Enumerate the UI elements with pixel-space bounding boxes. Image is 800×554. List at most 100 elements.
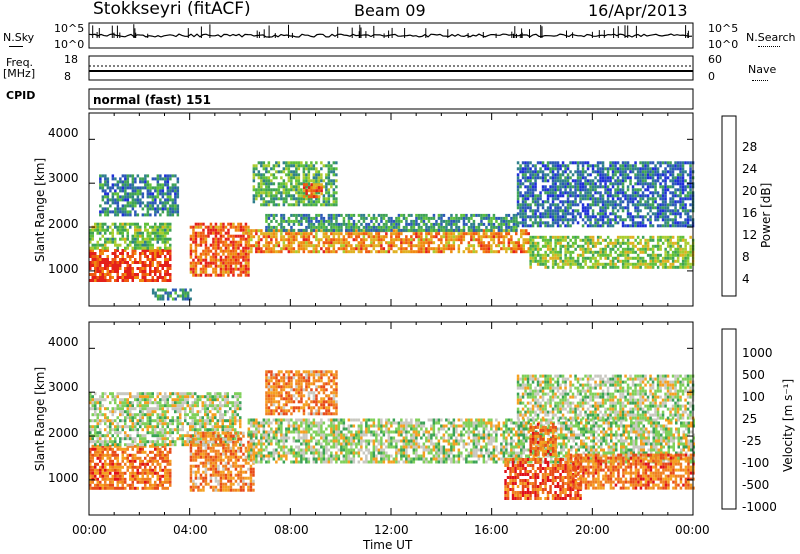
power-panel-cell: [169, 210, 172, 214]
power-panel-cell: [536, 253, 540, 257]
power-panel-cell: [584, 161, 587, 165]
power-panel-cell: [154, 201, 157, 205]
power-panel-cell: [121, 237, 124, 241]
velocity-panel-cell: [94, 462, 97, 466]
power-panel-cell: [126, 243, 129, 247]
power-panel-cell: [656, 167, 660, 171]
velocity-panel-cell: [106, 443, 109, 447]
velocity-panel-cell: [96, 444, 99, 448]
velocity-panel-cell: [121, 486, 124, 490]
power-panel-cell: [629, 170, 632, 174]
power-panel-cell: [519, 164, 522, 168]
power-panel-cell: [445, 244, 448, 248]
power-panel-cell: [159, 231, 162, 235]
power-panel-cell: [626, 212, 630, 216]
power-panel-cell: [171, 204, 175, 208]
power-panel-cell: [606, 170, 610, 174]
power-panel-cell: [440, 213, 443, 217]
power-panel-cell: [619, 173, 622, 177]
power-panel-cell: [634, 206, 637, 210]
power-panel-cell: [151, 246, 154, 250]
power-panel-cell: [144, 237, 147, 241]
power-panel-cell: [564, 250, 567, 254]
power-panel-cell: [402, 213, 406, 217]
velocity-panel-cell: [96, 419, 99, 423]
power-panel-cell: [656, 265, 660, 269]
power-panel-cell: [282, 182, 286, 186]
power-panel-cell: [505, 213, 508, 217]
power-panel-cell: [601, 173, 605, 177]
power-panel-cell: [385, 219, 388, 223]
velocity-panel-cell: [104, 483, 107, 487]
power-panel-cell: [297, 179, 301, 183]
power-panel-cell: [487, 228, 491, 232]
power-panel-cell: [596, 191, 600, 195]
power-panel-cell: [232, 234, 235, 238]
power-panel-cell: [634, 182, 637, 186]
power-panel-cell: [415, 222, 418, 226]
power-panel-cell: [412, 232, 416, 236]
velocity-panel-cell: [109, 465, 112, 469]
power-panel-cell: [576, 161, 580, 165]
power-panel-cell: [669, 203, 672, 207]
power-panel-cell: [174, 288, 177, 292]
power-panel-cell: [541, 262, 545, 266]
power-panel-cell: [199, 255, 203, 259]
power-panel-cell: [601, 262, 605, 266]
power-panel-cell: [267, 247, 271, 251]
velocity-panel-cell: [114, 453, 117, 457]
power-panel-cell: [101, 225, 104, 229]
power-panel-cell: [629, 235, 632, 239]
power-panel-cell: [455, 235, 458, 239]
power-panel-cell: [581, 206, 585, 210]
power-panel-cell: [275, 250, 278, 254]
power-panel-cell: [272, 203, 276, 207]
power-panel-cell: [166, 189, 170, 193]
power-panel-cell: [144, 255, 147, 258]
velocity-panel-cell: [116, 459, 119, 463]
power-panel-cell: [576, 259, 580, 263]
power-panel-cell: [679, 170, 682, 174]
power-panel-cell: [209, 249, 213, 253]
power-panel-cell: [556, 161, 560, 165]
power-panel-cell: [154, 255, 157, 258]
power-panel-cell: [275, 238, 278, 242]
power-panel-cell: [121, 186, 125, 190]
power-panel-cell: [425, 238, 428, 242]
power-panel-cell: [482, 216, 486, 220]
power-panel-cell: [194, 273, 198, 277]
velocity-panel-cell: [119, 437, 122, 441]
power-panel-cell: [689, 247, 692, 251]
power-panel-cell: [541, 235, 545, 239]
power-panel-cell: [151, 276, 154, 279]
power-panel-cell: [247, 225, 250, 229]
power-panel-cell: [586, 197, 590, 201]
power-panel-cell: [539, 170, 542, 174]
power-panel-cell: [114, 240, 117, 244]
power-panel-cell: [512, 222, 516, 226]
power-panel-cell: [651, 206, 655, 210]
power-panel-cell: [380, 219, 383, 223]
power-panel-cell: [290, 164, 293, 168]
power-panel-cell: [422, 222, 426, 226]
velocity-panel-cell: [116, 462, 119, 466]
velocity-panel-cell: [121, 413, 124, 417]
power-panel-cell: [686, 194, 690, 198]
velocity-panel-cell: [89, 440, 92, 444]
power-panel-cell: [355, 225, 358, 229]
power-panel-cell: [571, 241, 575, 245]
power-panel-cell: [531, 191, 535, 195]
power-panel-cell: [315, 170, 318, 174]
power-panel-cell: [242, 267, 245, 271]
power-panel-cell: [679, 197, 682, 201]
power-panel-cell: [616, 256, 620, 260]
power-panel-cell: [312, 179, 316, 183]
power-panel-cell: [134, 186, 137, 190]
power-panel-cell: [564, 212, 567, 216]
power-panel-cell: [480, 219, 483, 223]
power-panel-cell: [156, 234, 159, 238]
power-panel-cell: [360, 213, 363, 217]
power-panel-cell: [641, 164, 645, 168]
power-panel-cell: [124, 249, 127, 252]
power-panel-cell: [551, 167, 555, 171]
